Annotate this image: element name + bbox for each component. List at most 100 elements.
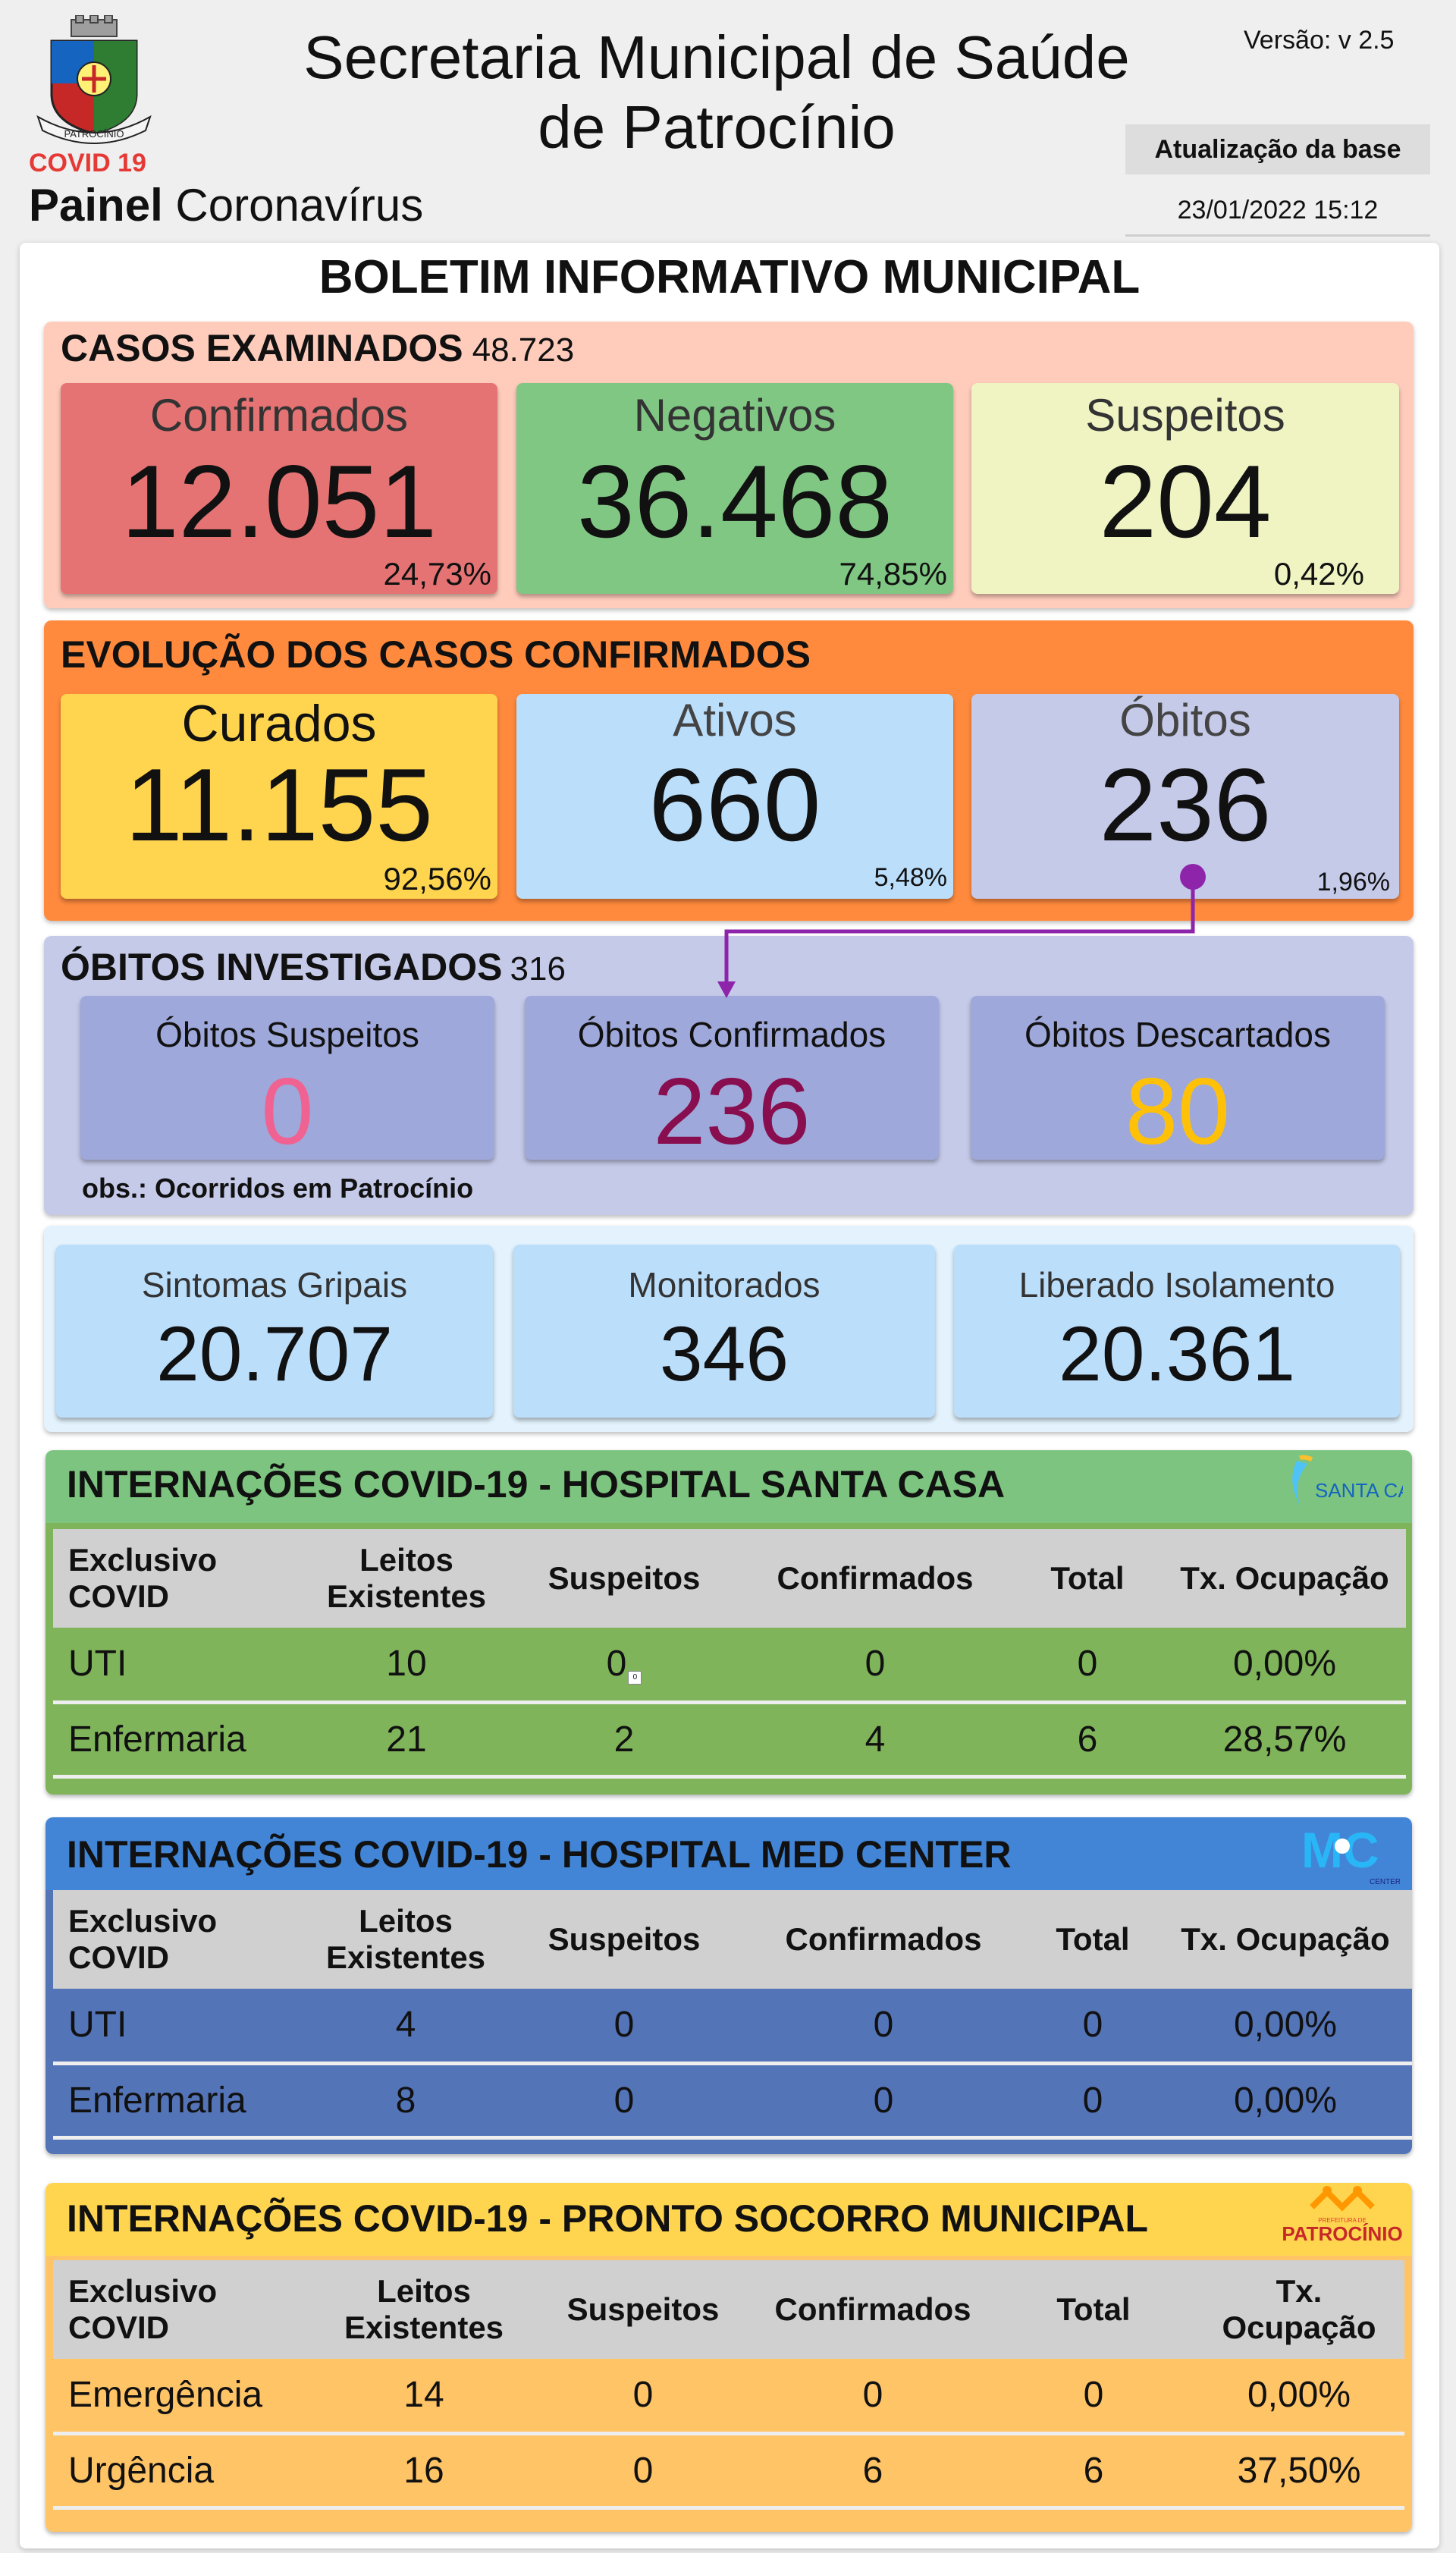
card-monitorados: Monitorados 346 bbox=[513, 1245, 935, 1418]
card-label: Sintomas Gripais bbox=[141, 1265, 408, 1305]
column-header: Exclusivo COVID bbox=[53, 1890, 303, 1989]
obs-note: obs.: Ocorridos em Patrocínio bbox=[82, 1173, 474, 1204]
table-cell: UTI bbox=[53, 1628, 303, 1704]
table-cell-value: 0 bbox=[606, 1644, 627, 1685]
column-header: Suspeitos bbox=[508, 1890, 740, 1989]
card-label: Liberado Isolamento bbox=[1018, 1265, 1335, 1305]
casos-examinados-label: CASOS EXAMINADOS bbox=[61, 327, 463, 369]
prefeitura-patrocinio-logo: PREFEITURA DE PATROCÍNIO bbox=[1266, 2184, 1403, 2256]
table-row: Enfermaria 21 2 4 6 28,57% bbox=[53, 1702, 1406, 1779]
card-label: Monitorados bbox=[628, 1265, 821, 1305]
table-cell: 28,57% bbox=[1163, 1702, 1406, 1779]
column-header: Suspeitos bbox=[534, 2260, 752, 2359]
table-cell: 0 bbox=[1012, 1628, 1163, 1704]
card-value: 12.051 bbox=[121, 444, 437, 559]
med-center-logo: MC CENTER bbox=[1294, 1820, 1401, 1887]
table-cell: 0,00% bbox=[1194, 2359, 1404, 2435]
tiny-marker: 0 bbox=[628, 1671, 642, 1685]
painel-rest: Coronavírus bbox=[175, 180, 424, 231]
card-label: Ativos bbox=[673, 695, 797, 746]
table-cell: 21 bbox=[303, 1702, 510, 1779]
santa-casa-table: Exclusivo COVID Leitos Existentes Suspei… bbox=[53, 1529, 1406, 1779]
card-value: 20.361 bbox=[1059, 1311, 1295, 1397]
card-value: 204 bbox=[1099, 444, 1272, 559]
page-title: Secretaria Municipal de Saúde de Patrocí… bbox=[258, 23, 1175, 162]
card-label: Curados bbox=[181, 695, 377, 752]
column-header: Suspeitos bbox=[510, 1529, 739, 1628]
painel-bold: Painel bbox=[29, 180, 163, 231]
table-cell: 8 bbox=[303, 2063, 508, 2140]
santa-casa-logo-text: SANTA CASA bbox=[1315, 1479, 1403, 1502]
card-percent: 92,56% bbox=[383, 861, 491, 897]
card-suspeitos: Suspeitos 204 0,42% bbox=[971, 383, 1399, 594]
table-cell: 4 bbox=[739, 1702, 1012, 1779]
card-obitos-confirmados: Óbitos Confirmados 236 bbox=[525, 996, 939, 1164]
hospital-title: INTERNAÇÕES COVID-19 - HOSPITAL SANTA CA… bbox=[67, 1463, 1006, 1506]
table-row: Enfermaria 8 0 0 0 0,00% bbox=[53, 2063, 1412, 2140]
pronto-socorro-section: INTERNAÇÕES COVID-19 - PRONTO SOCORRO MU… bbox=[46, 2183, 1412, 2532]
card-value: 236 bbox=[1099, 747, 1272, 862]
hospital-santa-casa-section: INTERNAÇÕES COVID-19 - HOSPITAL SANTA CA… bbox=[46, 1450, 1438, 1795]
column-header: Confirmados bbox=[740, 1890, 1027, 1989]
card-sintomas-gripais: Sintomas Gripais 20.707 bbox=[56, 1245, 493, 1418]
table-cell: Urgência bbox=[53, 2433, 314, 2510]
column-header: Exclusivo COVID bbox=[53, 1529, 303, 1628]
table-cell: 0 bbox=[739, 1628, 1012, 1704]
table-cell: 10 bbox=[303, 1628, 510, 1704]
table-cell: 0 bbox=[740, 1989, 1027, 2065]
card-percent: 0,42% bbox=[1273, 556, 1364, 592]
column-header: Tx. Ocupação bbox=[1194, 2260, 1404, 2359]
card-value: 0 bbox=[261, 1060, 314, 1164]
hospital-title: INTERNAÇÕES COVID-19 - HOSPITAL MED CENT… bbox=[67, 1833, 1012, 1876]
column-header: Leitos Existentes bbox=[303, 1890, 508, 1989]
page-title-line2: de Patrocínio bbox=[538, 93, 896, 161]
obitos-investigados-label: ÓBITOS INVESTIGADOS bbox=[61, 946, 503, 988]
table-cell: 0 bbox=[993, 2359, 1194, 2435]
table-cell: 0,00% bbox=[1159, 2063, 1412, 2140]
column-header: Total bbox=[1027, 1890, 1159, 1989]
column-header: Total bbox=[1012, 1529, 1163, 1628]
card-label: Óbitos Suspeitos bbox=[155, 1015, 419, 1054]
card-confirmados: Confirmados 12.051 24,73% bbox=[61, 383, 497, 594]
prefeitura-logo-text: PATROCÍNIO bbox=[1282, 2222, 1402, 2245]
table-cell: UTI bbox=[53, 1989, 303, 2065]
column-header: Leitos Existentes bbox=[303, 1529, 510, 1628]
card-percent: 1,96% bbox=[1316, 868, 1390, 897]
table-cell: 0 bbox=[740, 2063, 1027, 2140]
med-center-logo-sub: CENTER bbox=[1370, 1878, 1400, 1886]
hospital-med-center-section: INTERNAÇÕES COVID-19 - HOSPITAL MED CENT… bbox=[46, 1817, 1412, 2154]
table-row: UTI 4 0 0 0 0,00% bbox=[53, 1989, 1412, 2065]
column-header: Total bbox=[993, 2260, 1194, 2359]
card-obitos-suspeitos: Óbitos Suspeitos 0 bbox=[80, 996, 494, 1164]
prefeitura-logo-sub: PREFEITURA DE bbox=[1318, 2217, 1367, 2224]
painel-title: Painel Coronavírus bbox=[29, 179, 423, 231]
table-cell: 0 bbox=[752, 2359, 993, 2435]
card-percent: 24,73% bbox=[383, 556, 491, 592]
boletim-title: BOLETIM INFORMATIVO MUNICIPAL bbox=[318, 251, 1141, 303]
column-header: Tx. Ocupação bbox=[1159, 1890, 1412, 1989]
table-cell: 37,50% bbox=[1194, 2433, 1404, 2510]
card-label: Óbitos Descartados bbox=[1025, 1015, 1331, 1054]
table-cell: 6 bbox=[993, 2433, 1194, 2510]
municipal-crest-logo: PATROCÍNIO bbox=[36, 15, 152, 144]
card-percent: 74,85% bbox=[839, 556, 947, 592]
card-label: Óbitos Confirmados bbox=[577, 1015, 886, 1054]
table-header-row: Exclusivo COVID Leitos Existentes Suspei… bbox=[53, 1529, 1406, 1628]
card-value: 346 bbox=[659, 1311, 789, 1397]
table-cell: 16 bbox=[314, 2433, 534, 2510]
table-cell: 14 bbox=[314, 2359, 534, 2435]
card-label: Negativos bbox=[633, 390, 836, 441]
card-obitos: Óbitos 236 1,96% bbox=[971, 694, 1399, 899]
card-value: 11.155 bbox=[125, 747, 433, 862]
obitos-investigados-total: 316 bbox=[510, 950, 566, 988]
column-header: Confirmados bbox=[739, 1529, 1012, 1628]
table-cell: 6 bbox=[1012, 1702, 1163, 1779]
card-label: Confirmados bbox=[149, 390, 409, 441]
table-header-row: Exclusivo COVID Leitos Existentes Suspei… bbox=[53, 1890, 1412, 1989]
table-cell: 0 bbox=[508, 1989, 740, 2065]
column-header: Exclusivo COVID bbox=[53, 2260, 314, 2359]
table-cell: 0 bbox=[1027, 2063, 1159, 2140]
table-cell: 4 bbox=[303, 1989, 508, 2065]
card-value: 660 bbox=[648, 747, 821, 862]
table-cell: 0 bbox=[508, 2063, 740, 2140]
